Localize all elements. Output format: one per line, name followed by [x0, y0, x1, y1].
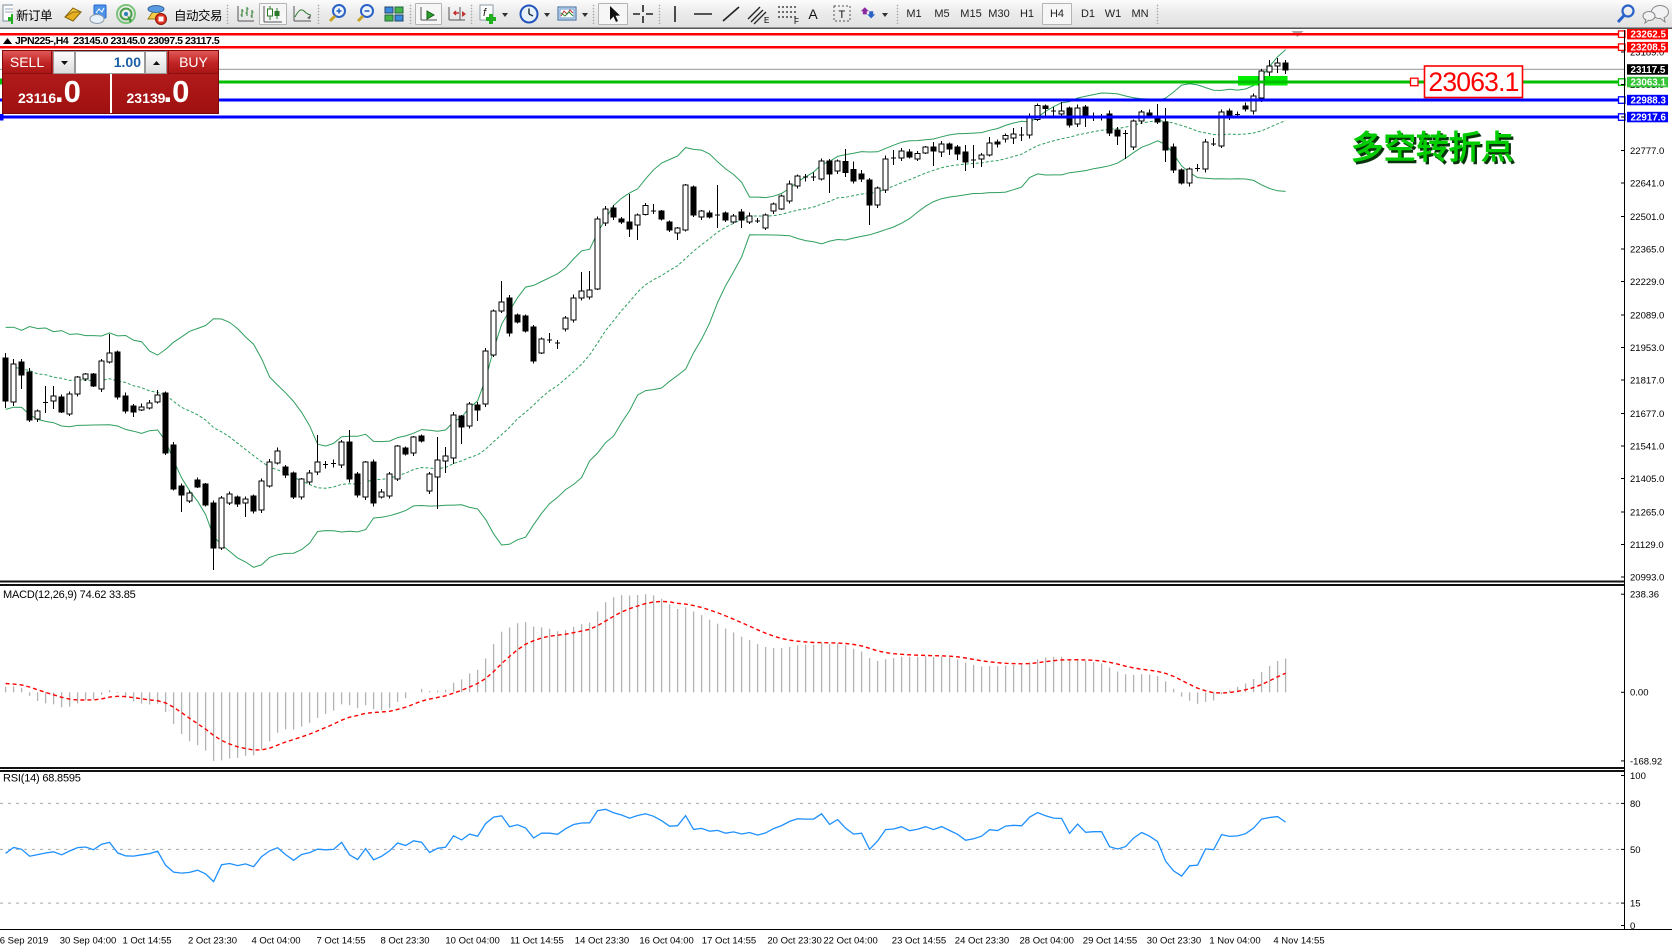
svg-text:2 Oct 23:30: 2 Oct 23:30 [188, 936, 237, 947]
svg-text:30 Sep 04:00: 30 Sep 04:00 [60, 936, 117, 947]
svg-text:28 Oct 04:00: 28 Oct 04:00 [1019, 936, 1073, 947]
svg-text:80: 80 [1630, 799, 1641, 810]
svg-text:22641.0: 22641.0 [1630, 178, 1664, 189]
svg-text:23208.5: 23208.5 [1631, 43, 1667, 54]
svg-text:30 Oct 23:30: 30 Oct 23:30 [1147, 936, 1201, 947]
svg-text:22501.0: 22501.0 [1630, 212, 1664, 223]
svg-text:-168.92: -168.92 [1630, 756, 1662, 767]
svg-text:0: 0 [1630, 921, 1635, 932]
svg-text:21405.0: 21405.0 [1630, 474, 1664, 485]
svg-text:0.00: 0.00 [1630, 688, 1649, 699]
svg-text:23063.1: 23063.1 [1428, 67, 1518, 97]
svg-text:100: 100 [1630, 771, 1646, 782]
svg-text:16 Oct 04:00: 16 Oct 04:00 [639, 936, 693, 947]
svg-text:10 Oct 04:00: 10 Oct 04:00 [445, 936, 499, 947]
svg-text:23189.0: 23189.0 [1630, 47, 1664, 58]
svg-text:MACD(12,26,9) 74.62 33.85: MACD(12,26,9) 74.62 33.85 [3, 589, 136, 601]
svg-text:21817.0: 21817.0 [1630, 375, 1664, 386]
svg-text:21541.0: 21541.0 [1630, 441, 1664, 452]
svg-text:f: f [483, 7, 487, 19]
svg-text:23117.5: 23117.5 [1631, 65, 1666, 76]
svg-text:F: F [794, 17, 799, 25]
svg-text:多空转折点: 多空转折点 [1353, 132, 1516, 168]
svg-text:15: 15 [1630, 899, 1641, 910]
svg-text:22988.3: 22988.3 [1631, 96, 1667, 107]
svg-text:29 Oct 14:55: 29 Oct 14:55 [1083, 936, 1137, 947]
svg-text:1 Oct 14:55: 1 Oct 14:55 [122, 936, 171, 947]
svg-text:RSI(14) 68.8595: RSI(14) 68.8595 [3, 773, 81, 785]
svg-text:21677.0: 21677.0 [1630, 409, 1664, 420]
svg-text:20 Oct 23:30: 20 Oct 23:30 [767, 936, 821, 947]
svg-text:22 Oct 04:00: 22 Oct 04:00 [823, 936, 877, 947]
svg-text:1 Nov 04:00: 1 Nov 04:00 [1209, 936, 1260, 947]
svg-text:4 Nov 14:55: 4 Nov 14:55 [1273, 936, 1324, 947]
svg-text:22365.0: 22365.0 [1630, 244, 1664, 255]
svg-text:8 Oct 23:30: 8 Oct 23:30 [380, 936, 429, 947]
svg-text:17 Oct 14:55: 17 Oct 14:55 [702, 936, 756, 947]
svg-text:E: E [764, 16, 769, 25]
svg-text:23063.1: 23063.1 [1631, 78, 1667, 89]
svg-text:21953.0: 21953.0 [1630, 343, 1664, 354]
svg-text:4 Oct 04:00: 4 Oct 04:00 [251, 936, 300, 947]
svg-text:14 Oct 23:30: 14 Oct 23:30 [575, 936, 629, 947]
svg-text:22777.0: 22777.0 [1630, 146, 1664, 157]
svg-text:11 Oct 14:55: 11 Oct 14:55 [510, 936, 564, 947]
svg-text:多空转折点: 多空转折点 [1351, 130, 1514, 166]
svg-text:21265.0: 21265.0 [1630, 507, 1664, 518]
svg-text:22917.6: 22917.6 [1631, 113, 1667, 124]
svg-text:7 Oct 14:55: 7 Oct 14:55 [316, 936, 365, 947]
svg-text:22089.0: 22089.0 [1630, 310, 1664, 321]
svg-text:JPN225-,H4 23145.0 23145.0 23: JPN225-,H4 23145.0 23145.0 23097.5 23117… [15, 35, 220, 47]
svg-text:T: T [839, 9, 846, 21]
svg-text:50: 50 [1630, 845, 1641, 856]
svg-text:238.36: 238.36 [1630, 590, 1659, 601]
svg-text:22229.0: 22229.0 [1630, 277, 1664, 288]
svg-text:24 Oct 23:30: 24 Oct 23:30 [955, 936, 1009, 947]
svg-text:23262.5: 23262.5 [1631, 30, 1667, 41]
svg-text:6 Sep 2019: 6 Sep 2019 [0, 936, 48, 947]
svg-text:21129.0: 21129.0 [1630, 540, 1664, 551]
svg-text:23 Oct 14:55: 23 Oct 14:55 [892, 936, 946, 947]
svg-text:20993.0: 20993.0 [1630, 572, 1664, 583]
